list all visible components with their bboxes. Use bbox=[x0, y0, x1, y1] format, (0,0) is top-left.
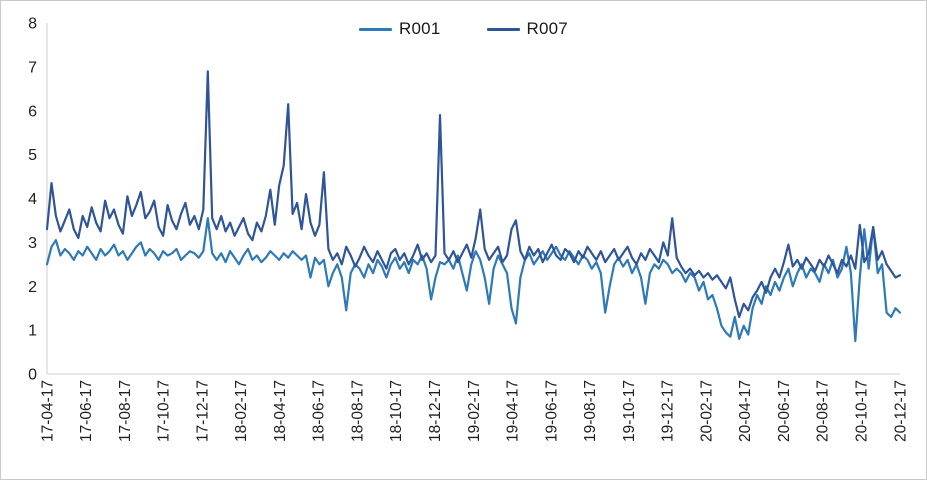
x-tick-label: 17-08-17 bbox=[117, 380, 134, 442]
x-tick-label: 20-06-17 bbox=[776, 380, 793, 442]
y-tick-label: 6 bbox=[28, 103, 37, 120]
x-tick-label: 18-08-17 bbox=[349, 380, 366, 442]
y-tick-label: 7 bbox=[28, 59, 37, 76]
y-tick-label: 0 bbox=[28, 367, 37, 384]
chart-legend: R001 R007 bbox=[1, 19, 926, 39]
legend-item-r001: R001 bbox=[359, 19, 440, 39]
x-tick-label: 18-04-17 bbox=[272, 380, 289, 442]
x-tick-label: 19-10-17 bbox=[621, 380, 638, 442]
x-tick-label: 17-12-17 bbox=[194, 380, 211, 442]
x-tick-label: 18-12-17 bbox=[427, 380, 444, 442]
x-tick-label: 20-04-17 bbox=[737, 380, 754, 442]
y-tick-label: 3 bbox=[28, 235, 37, 252]
y-tick-label: 2 bbox=[28, 279, 37, 296]
series-line-r007 bbox=[45, 70, 902, 319]
y-tick-label: 4 bbox=[28, 191, 37, 208]
x-tick-label: 19-12-17 bbox=[660, 380, 677, 442]
x-tick-label: 20-02-17 bbox=[698, 380, 715, 442]
series-line-r001 bbox=[45, 217, 902, 343]
y-tick-label: 1 bbox=[28, 323, 37, 340]
x-tick-label: 17-06-17 bbox=[78, 380, 95, 442]
x-tick-label: 20-08-17 bbox=[815, 380, 832, 442]
x-tick-label: 19-08-17 bbox=[582, 380, 599, 442]
x-tick-label: 18-06-17 bbox=[311, 380, 328, 442]
x-tick-label: 20-12-17 bbox=[892, 380, 909, 442]
x-tick-label: 19-04-17 bbox=[505, 380, 522, 442]
x-tick-label: 18-10-17 bbox=[388, 380, 405, 442]
x-tick-label: 17-04-17 bbox=[39, 380, 56, 442]
x-tick-label: 17-10-17 bbox=[156, 380, 173, 442]
x-tick-label: 20-10-17 bbox=[853, 380, 870, 442]
legend-swatch-r001-icon bbox=[359, 27, 393, 31]
legend-label-r001: R001 bbox=[399, 19, 441, 38]
legend-item-r007: R007 bbox=[486, 19, 568, 39]
legend-label-r007: R007 bbox=[526, 19, 568, 38]
x-tick-label: 19-06-17 bbox=[543, 380, 560, 442]
x-tick-label: 18-02-17 bbox=[233, 380, 250, 442]
y-tick-label: 5 bbox=[28, 147, 37, 164]
y-tick-label: 8 bbox=[28, 16, 37, 33]
legend-swatch-r007-icon bbox=[486, 27, 520, 31]
x-tick-label: 19-02-17 bbox=[466, 380, 483, 442]
